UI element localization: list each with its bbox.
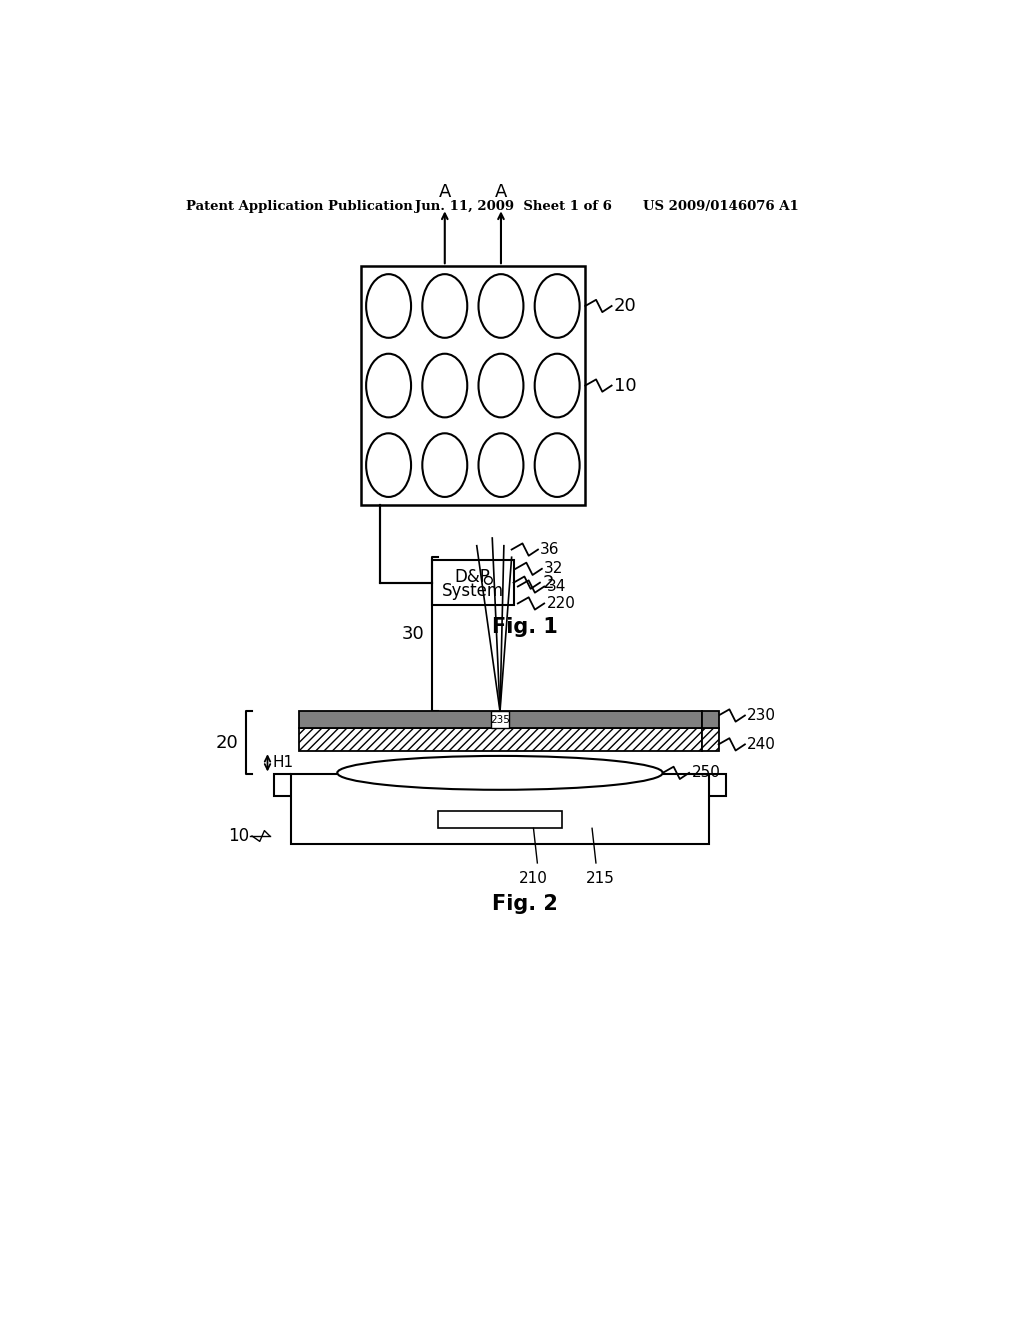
Text: 215: 215	[586, 871, 614, 886]
Text: 20: 20	[215, 734, 238, 752]
Text: 32: 32	[544, 561, 563, 577]
Text: A: A	[438, 182, 451, 201]
Text: D&R: D&R	[455, 568, 492, 586]
Circle shape	[484, 577, 493, 585]
Text: 235: 235	[490, 714, 510, 725]
Text: 240: 240	[748, 737, 776, 752]
Text: Fig. 1: Fig. 1	[492, 616, 558, 636]
Text: A: A	[495, 182, 507, 201]
Ellipse shape	[422, 275, 467, 338]
Ellipse shape	[535, 433, 580, 496]
Ellipse shape	[478, 354, 523, 417]
Text: 10: 10	[614, 376, 637, 395]
Text: Patent Application Publication: Patent Application Publication	[186, 199, 413, 213]
Bar	[299, 729, 701, 751]
Text: 230: 230	[748, 708, 776, 723]
Text: 36: 36	[541, 543, 560, 557]
Bar	[432, 560, 514, 605]
Text: 34: 34	[547, 579, 566, 594]
Text: Jun. 11, 2009  Sheet 1 of 6: Jun. 11, 2009 Sheet 1 of 6	[415, 199, 611, 213]
Text: 220: 220	[547, 595, 575, 611]
Polygon shape	[701, 711, 719, 729]
Text: Fig. 2: Fig. 2	[492, 894, 558, 913]
Text: System: System	[441, 582, 504, 601]
Text: 30: 30	[401, 626, 424, 643]
Ellipse shape	[478, 275, 523, 338]
Ellipse shape	[422, 354, 467, 417]
Text: 250: 250	[691, 766, 720, 780]
Polygon shape	[701, 729, 719, 751]
Text: 2: 2	[543, 574, 554, 591]
Bar	[360, 267, 586, 506]
Ellipse shape	[535, 354, 580, 417]
Ellipse shape	[367, 354, 411, 417]
Ellipse shape	[422, 433, 467, 496]
Bar	[490, 711, 509, 729]
Bar	[438, 812, 562, 829]
Text: 20: 20	[614, 297, 637, 315]
Bar	[299, 711, 701, 729]
Ellipse shape	[535, 275, 580, 338]
Ellipse shape	[367, 275, 411, 338]
Ellipse shape	[337, 756, 663, 789]
Text: 210: 210	[519, 871, 548, 886]
Ellipse shape	[478, 433, 523, 496]
Bar	[291, 775, 710, 843]
Text: H1: H1	[272, 755, 293, 771]
Ellipse shape	[367, 433, 411, 496]
Text: 10: 10	[227, 828, 249, 845]
Text: US 2009/0146076 A1: US 2009/0146076 A1	[643, 199, 799, 213]
